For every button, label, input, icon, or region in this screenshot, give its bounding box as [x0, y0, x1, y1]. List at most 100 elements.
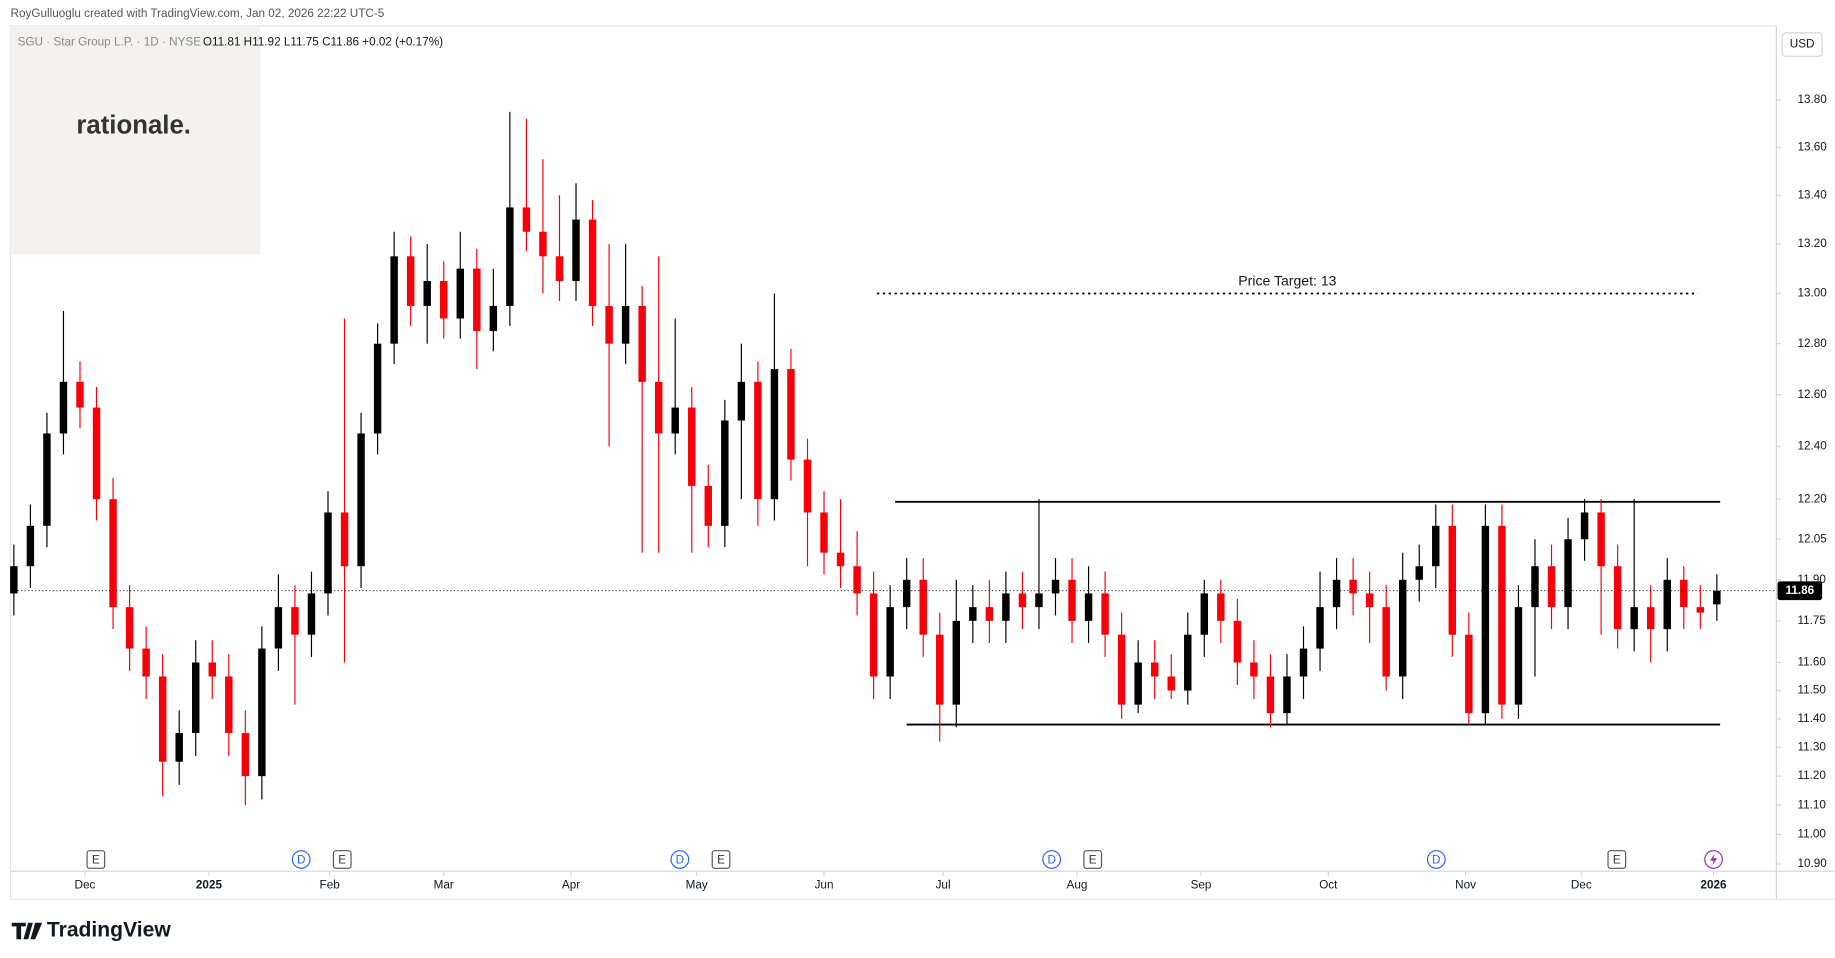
candle-body [1233, 620, 1242, 663]
x-tick-label: Jun [815, 878, 834, 891]
earnings-marker[interactable] [332, 850, 352, 869]
event-label[interactable]: D [676, 854, 684, 867]
candle-body [1613, 566, 1622, 630]
candle-body [1547, 566, 1556, 608]
candle-body [1150, 662, 1159, 677]
candle-body [241, 733, 250, 777]
logo-text: rationale. [76, 111, 191, 139]
x-tick-label: Dec [1571, 878, 1592, 891]
candle-body [671, 407, 679, 434]
event-label[interactable]: E [1089, 854, 1097, 867]
event-label[interactable]: D [1432, 854, 1440, 867]
y-tick-label: 11.00 [1797, 828, 1826, 841]
candle-body [1580, 512, 1589, 540]
candle-body [1084, 593, 1093, 621]
earnings-marker[interactable] [1083, 850, 1103, 869]
candle-body [1266, 676, 1275, 714]
y-tick-label: 13.20 [1797, 237, 1827, 250]
candle-body [820, 512, 828, 553]
candle-body [1200, 593, 1209, 635]
candle-body [10, 566, 18, 594]
candle-body [952, 620, 961, 705]
y-tick-label: 11.60 [1797, 656, 1826, 669]
dividend-marker[interactable] [1426, 850, 1446, 869]
y-tick-label: 11.10 [1797, 798, 1826, 811]
dividend-marker[interactable] [1042, 850, 1062, 869]
candle-body [869, 593, 878, 677]
x-tick-label: May [686, 878, 708, 891]
event-label[interactable]: E [1613, 854, 1621, 867]
event-label[interactable]: E [717, 854, 725, 867]
candle-body [1398, 579, 1407, 677]
x-tick-label: Mar [434, 878, 454, 891]
candle-body [225, 676, 233, 734]
candle-body [588, 219, 597, 306]
candle-body [688, 407, 696, 486]
candle-body [406, 256, 415, 306]
candle-body [654, 381, 663, 434]
candle-body [1646, 607, 1655, 630]
candle-body [175, 733, 183, 762]
candle-body [92, 407, 101, 500]
candle-body [423, 281, 431, 306]
x-tick-label: Jul [936, 878, 951, 891]
candle-body [1415, 566, 1423, 580]
brand-icon [11, 922, 43, 940]
candle-body [721, 420, 729, 526]
candle-body [390, 256, 398, 344]
candle-body [836, 552, 845, 567]
dividend-marker[interactable] [291, 850, 311, 869]
event-label[interactable]: E [92, 854, 100, 867]
last-price-box [1777, 581, 1823, 601]
candle-body [109, 499, 117, 608]
event-label[interactable]: D [1047, 854, 1055, 867]
candle-body [43, 433, 51, 526]
y-tick-label: 11.75 [1797, 614, 1826, 627]
candle-body [969, 607, 977, 621]
candle-body [1597, 512, 1605, 567]
currency[interactable]: USD [1790, 38, 1815, 51]
candle-body [1564, 539, 1572, 608]
candle-body [76, 381, 84, 408]
candle-body [1365, 593, 1374, 608]
y-tick-label: 12.80 [1797, 337, 1827, 350]
earnings-marker[interactable] [86, 850, 106, 869]
candle-body [605, 305, 613, 344]
candle-body [59, 381, 68, 434]
event-label[interactable]: E [338, 854, 346, 867]
candle-body [1134, 662, 1142, 705]
event-label[interactable]: D [297, 854, 305, 867]
candle-body [192, 662, 200, 734]
candle-body [902, 579, 911, 608]
candle-body [489, 305, 498, 332]
currency-box[interactable] [1781, 32, 1823, 57]
credit: RoyGulluoglu created with TradingView.co… [11, 7, 385, 20]
candle-body [621, 305, 630, 344]
dividend-marker[interactable] [670, 850, 690, 869]
y-tick-label: 13.60 [1797, 140, 1827, 153]
x-tick-label: Sep [1191, 878, 1212, 891]
x-tick-label: 2025 [196, 878, 223, 891]
x-tick-label: Dec [75, 878, 96, 891]
candle-body [506, 207, 514, 306]
target-label: Price Target: 13 [1238, 272, 1336, 288]
candle-body [440, 281, 448, 319]
last-price-label: 11.86 [1785, 584, 1814, 597]
earnings-marker[interactable] [1607, 850, 1627, 869]
y-tick-label: 11.20 [1797, 769, 1826, 782]
candle-body [473, 268, 481, 332]
candle-body [1101, 593, 1109, 635]
ohlc: O11.81 H11.92 L11.75 C11.86 +0.02 (+0.17… [203, 35, 443, 48]
y-tick-label: 11.30 [1797, 740, 1826, 753]
split-icon[interactable] [1710, 853, 1718, 866]
y-tick-label: 13.00 [1797, 287, 1827, 300]
candle-body [291, 607, 299, 635]
earnings-marker[interactable] [711, 850, 731, 869]
candle-body [638, 305, 646, 382]
brand-logo [11, 922, 43, 940]
y-tick-label: 13.80 [1797, 93, 1827, 106]
candle-body [1498, 525, 1506, 705]
candle-body [704, 485, 713, 526]
